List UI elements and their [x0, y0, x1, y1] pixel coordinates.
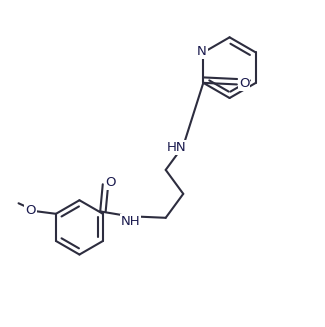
Text: HN: HN	[166, 141, 186, 154]
Text: O: O	[239, 77, 250, 90]
Text: N: N	[197, 45, 207, 58]
Text: O: O	[105, 176, 116, 189]
Text: O: O	[25, 204, 36, 217]
Text: NH: NH	[121, 215, 140, 229]
